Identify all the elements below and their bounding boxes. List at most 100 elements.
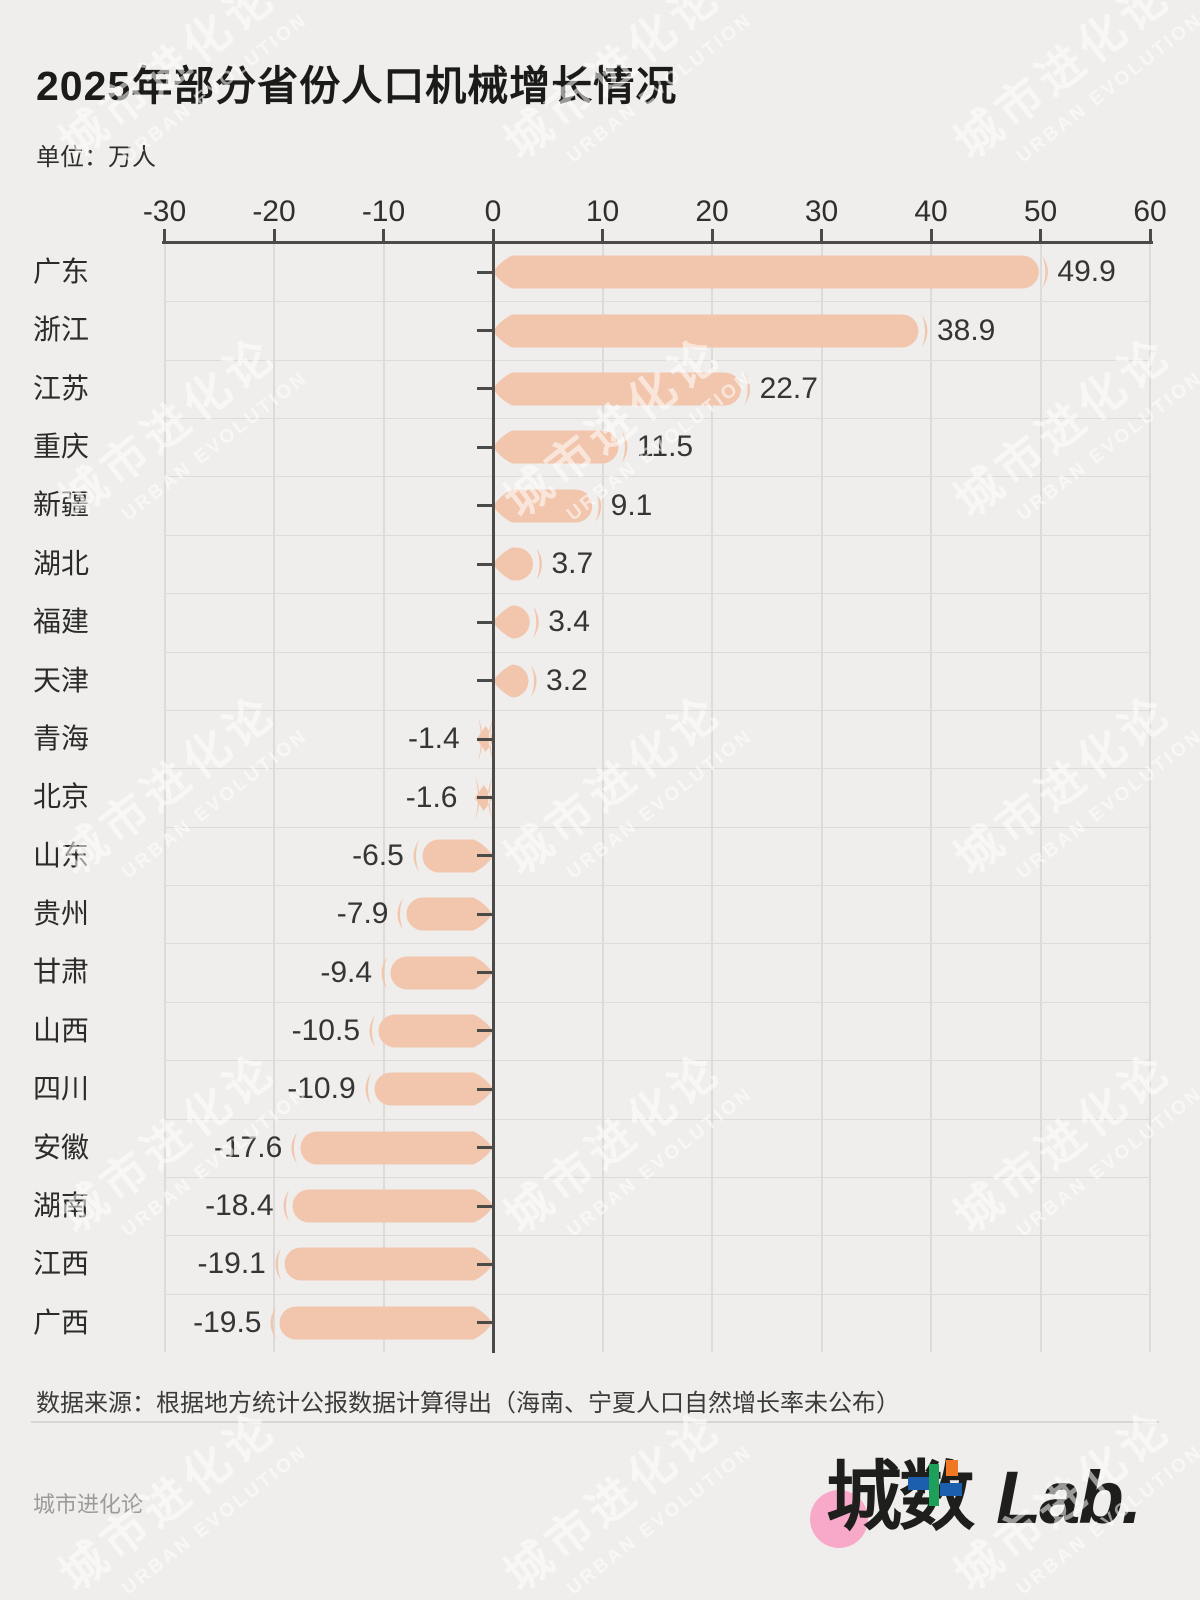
horizontal-gridline <box>164 709 1150 711</box>
zero-tick-dash <box>477 329 495 333</box>
category-label: 湖南 <box>33 1189 90 1221</box>
source-note: 数据来源：根据地方统计公报数据计算得出（海南、宁夏人口自然增长率未公布） <box>36 1390 900 1417</box>
zero-tick-dash <box>477 387 495 391</box>
value-label: -17.6 <box>213 1130 283 1164</box>
vertical-gridline <box>930 243 932 1353</box>
x-tick-mark <box>1039 229 1042 242</box>
category-label: 重庆 <box>33 431 90 463</box>
vertical-gridline <box>163 243 166 1353</box>
horizontal-gridline <box>164 826 1150 828</box>
value-label: -18.4 <box>205 1189 274 1223</box>
zero-tick-dash <box>477 562 495 566</box>
value-label: -1.6 <box>405 780 458 814</box>
bar-shape <box>397 897 493 931</box>
logo-latin-text: Lab. <box>996 1456 1142 1539</box>
x-tick-mark <box>163 229 166 242</box>
zero-tick-dash <box>477 737 495 741</box>
x-tick-label: 50 <box>1023 195 1058 228</box>
horizontal-gridline <box>164 651 1150 653</box>
x-axis-line <box>161 240 1153 244</box>
vertical-gridline <box>1039 243 1042 1353</box>
bar-shape <box>493 372 751 406</box>
bar <box>493 657 544 705</box>
horizontal-gridline <box>164 476 1150 478</box>
zero-tick-dash <box>477 912 495 916</box>
brand-logo: 城数 Lab. <box>808 1446 1188 1576</box>
zero-tick-dash <box>477 854 495 858</box>
horizontal-gridline <box>164 943 1150 945</box>
unit-label: 单位：万人 <box>36 144 156 171</box>
zero-tick-dash <box>477 1262 495 1266</box>
page-title: 2025年部分省份人口机械增长情况 <box>36 63 678 109</box>
category-label: 安徽 <box>33 1131 90 1163</box>
horizontal-gridline <box>164 885 1150 887</box>
x-tick-mark <box>1148 229 1152 242</box>
zero-tick-dash <box>477 445 495 449</box>
x-tick-mark <box>272 229 276 242</box>
x-tick-mark <box>382 229 385 242</box>
horizontal-gridline <box>164 418 1150 420</box>
logo-accent-green <box>929 1464 939 1506</box>
bar <box>390 890 493 938</box>
x-tick-mark <box>491 229 495 242</box>
category-label: 江西 <box>33 1248 90 1280</box>
bar-shape <box>493 664 537 698</box>
bar <box>493 365 758 413</box>
bar <box>263 1299 493 1347</box>
value-label: -19.5 <box>193 1305 262 1339</box>
zero-tick-dash <box>477 1029 495 1033</box>
bar <box>493 423 635 471</box>
logo-accent-blue-left <box>908 1477 930 1490</box>
bar-shape <box>283 1189 493 1223</box>
bar <box>358 1065 493 1113</box>
category-label: 浙江 <box>33 314 90 346</box>
value-label: 38.9 <box>936 313 996 347</box>
bar <box>268 1240 493 1288</box>
horizontal-gridline <box>164 534 1150 536</box>
category-label: 北京 <box>33 781 90 813</box>
value-label: 3.7 <box>551 547 594 581</box>
value-label: -1.4 <box>407 722 460 756</box>
horizontal-gridline <box>164 1118 1150 1120</box>
x-tick-label: 30 <box>804 195 839 228</box>
bar-shape <box>413 839 493 873</box>
x-tick-label: -20 <box>252 195 296 228</box>
zero-tick-dash <box>477 270 495 274</box>
x-tick-label: 0 <box>484 195 502 228</box>
horizontal-gridline <box>164 301 1150 303</box>
x-tick-mark <box>601 229 604 242</box>
zero-tick-dash <box>477 1204 495 1208</box>
category-label: 天津 <box>33 664 90 696</box>
vertical-gridline <box>273 243 275 1353</box>
horizontal-gridline <box>164 1060 1150 1062</box>
bar-shape <box>493 489 602 523</box>
category-label: 广东 <box>33 256 90 287</box>
category-label: 山东 <box>33 839 90 871</box>
horizontal-gridline <box>164 1176 1150 1178</box>
bar <box>493 540 550 588</box>
zero-tick-dash <box>477 1321 495 1325</box>
logo-accent-orange <box>946 1460 958 1476</box>
bar <box>362 1007 493 1055</box>
bar <box>493 248 1055 296</box>
bar-shape <box>493 605 539 639</box>
bar <box>406 832 493 880</box>
zero-tick-dash <box>477 971 495 975</box>
value-label: 11.5 <box>636 430 694 464</box>
vertical-gridline <box>601 243 604 1353</box>
bar-shape <box>493 255 1048 289</box>
value-label: 3.2 <box>546 663 588 697</box>
value-label: -6.5 <box>352 838 404 872</box>
x-tick-label: -30 <box>142 195 187 228</box>
horizontal-gridline <box>164 768 1150 770</box>
x-tick-label: 40 <box>914 195 948 228</box>
zero-tick-dash <box>477 620 495 624</box>
value-label: 49.9 <box>1057 255 1116 289</box>
bar-shape <box>369 1014 493 1048</box>
x-tick-mark <box>929 229 933 242</box>
bar <box>374 949 493 997</box>
category-label: 贵州 <box>33 898 90 930</box>
bar-shape <box>493 314 928 348</box>
bar-shape <box>493 430 628 464</box>
